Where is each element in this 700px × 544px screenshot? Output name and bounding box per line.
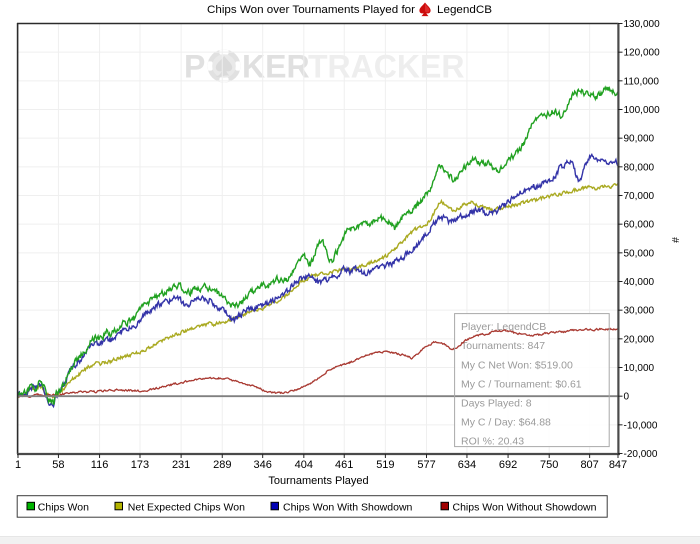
svg-text:130,000: 130,000 xyxy=(624,19,661,30)
svg-text:50,000: 50,000 xyxy=(624,248,655,259)
svg-text:-10,000: -10,000 xyxy=(624,420,658,431)
svg-text:807: 807 xyxy=(580,459,598,471)
svg-text:58: 58 xyxy=(52,459,64,471)
svg-text:70,000: 70,000 xyxy=(624,191,655,202)
svg-text:110,000: 110,000 xyxy=(624,76,660,87)
svg-text:ROI %: 20.43: ROI %: 20.43 xyxy=(461,436,524,448)
svg-text:461: 461 xyxy=(335,459,353,471)
svg-text:#: # xyxy=(669,237,681,243)
svg-text:40,000: 40,000 xyxy=(624,277,655,288)
svg-text:My C / Day: $64.88: My C / Day: $64.88 xyxy=(461,416,551,428)
svg-text:577: 577 xyxy=(417,459,435,471)
svg-text:231: 231 xyxy=(172,459,190,471)
svg-text:20,000: 20,000 xyxy=(624,334,655,345)
svg-text:-20,000: -20,000 xyxy=(624,449,658,460)
svg-text:60,000: 60,000 xyxy=(624,220,655,231)
svg-text:750: 750 xyxy=(540,459,558,471)
svg-text:634: 634 xyxy=(458,459,476,471)
svg-text:346: 346 xyxy=(254,459,272,471)
svg-text:My C Net Won: $519.00: My C Net Won: $519.00 xyxy=(461,359,573,371)
svg-text:10,000: 10,000 xyxy=(624,363,655,374)
svg-text:Chips Won With Showdown: Chips Won With Showdown xyxy=(283,502,413,514)
svg-text:120,000: 120,000 xyxy=(624,48,661,59)
svg-text:30,000: 30,000 xyxy=(624,306,655,317)
svg-text:1: 1 xyxy=(15,459,21,471)
svg-text:80,000: 80,000 xyxy=(624,162,655,173)
svg-text:100,000: 100,000 xyxy=(624,105,661,116)
svg-text:847: 847 xyxy=(609,459,627,471)
svg-text:KER: KER xyxy=(242,49,310,85)
svg-text:0: 0 xyxy=(624,392,630,403)
svg-text:Tournaments Played: Tournaments Played xyxy=(268,475,368,487)
svg-text:404: 404 xyxy=(295,459,313,471)
svg-text:Chips Won: Chips Won xyxy=(38,502,89,514)
svg-text:Player: LegendCB: Player: LegendCB xyxy=(461,321,546,333)
svg-text:P: P xyxy=(184,49,205,85)
svg-text:Chips Won Without Showdown: Chips Won Without Showdown xyxy=(453,502,597,514)
svg-text:Tournaments: 847: Tournaments: 847 xyxy=(461,340,545,352)
svg-text:LegendCB: LegendCB xyxy=(437,4,492,16)
svg-text:My C / Tournament: $0.61: My C / Tournament: $0.61 xyxy=(461,378,582,390)
svg-text:90,000: 90,000 xyxy=(624,134,655,145)
svg-text:Net Expected Chips Won: Net Expected Chips Won xyxy=(128,502,245,514)
svg-text:Chips Won over Tournaments Pla: Chips Won over Tournaments Played for xyxy=(207,4,415,16)
svg-text:289: 289 xyxy=(213,459,231,471)
svg-text:Days Played: 8: Days Played: 8 xyxy=(461,397,532,409)
svg-text:173: 173 xyxy=(131,459,149,471)
svg-text:519: 519 xyxy=(376,459,394,471)
svg-text:116: 116 xyxy=(91,459,109,471)
svg-text:TRACKER: TRACKER xyxy=(308,49,464,85)
svg-text:692: 692 xyxy=(499,459,517,471)
